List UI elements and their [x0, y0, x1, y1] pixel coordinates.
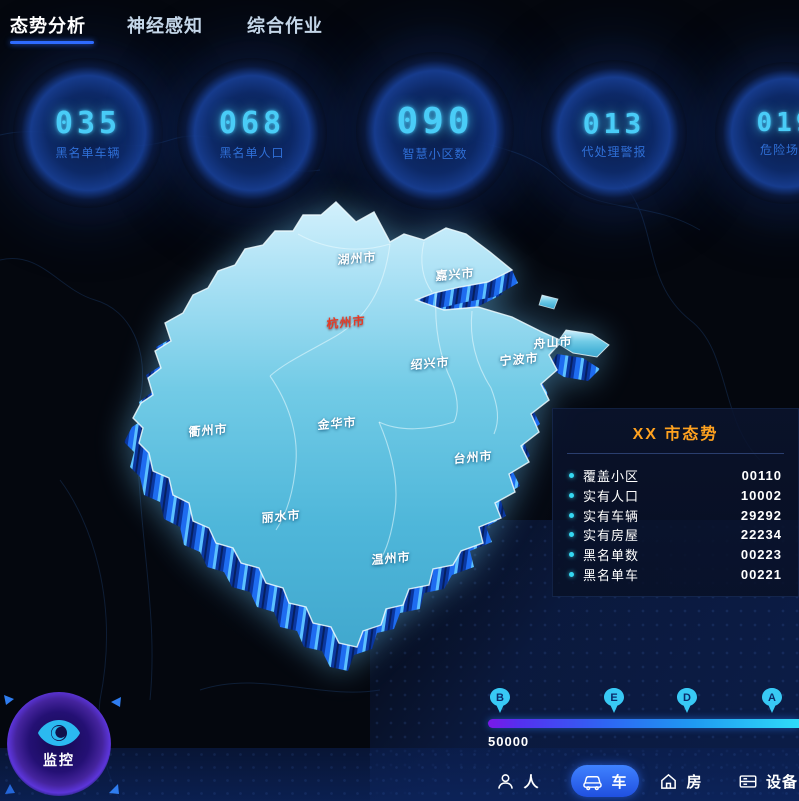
- triangle-decoration: [111, 697, 121, 707]
- panel-row: 实有车辆 29292: [553, 505, 798, 525]
- map-city-label: 湖州市: [337, 249, 377, 268]
- stat-blacklist-vehicles: 035 黑名单车辆: [13, 58, 163, 208]
- button-label: 房: [686, 773, 703, 791]
- button-label: 人: [523, 773, 540, 791]
- svg-text:E: E: [610, 692, 617, 704]
- map-island: [538, 294, 559, 310]
- map-bay-cliff: [416, 270, 518, 315]
- stat-value: 090: [396, 100, 474, 142]
- map-city-label: 衢州市: [188, 421, 228, 440]
- tab-situation-analysis[interactable]: 态势分析: [10, 16, 86, 36]
- stat-label: 黑名单人口: [219, 145, 285, 160]
- row-label: 黑名单数: [583, 548, 640, 564]
- map-city-label: 舟山市: [533, 333, 573, 352]
- map-city-label: 金华市: [317, 414, 357, 433]
- bullet-icon: [569, 571, 574, 577]
- map-city-label: 绍兴市: [410, 354, 450, 373]
- tab-comprehensive-operations[interactable]: 综合作业: [247, 16, 323, 36]
- stat-label: 黑名单车辆: [55, 145, 121, 160]
- panel-divider: [567, 453, 784, 454]
- panel-row: 实有房屋 22234: [553, 525, 798, 545]
- slider-pin-b[interactable]: B: [489, 687, 511, 715]
- row-value: 00223: [740, 547, 782, 563]
- monitor-label: 监控: [43, 752, 75, 768]
- filter-people-button[interactable]: 人: [486, 765, 550, 797]
- device-icon: [739, 774, 757, 788]
- stat-value: 013: [582, 106, 646, 140]
- panel-row: 黑名单车 00221: [553, 564, 798, 584]
- row-value: 10002: [740, 488, 782, 504]
- map-city-label: 温州市: [371, 549, 411, 568]
- panel-row: 实有人口 10002: [553, 486, 798, 506]
- stat-label: 代处理警报: [581, 144, 647, 159]
- row-label: 实有车辆: [583, 508, 640, 524]
- row-value: 00221: [740, 566, 782, 582]
- map-city-label: 丽水市: [261, 507, 301, 526]
- house-icon: [661, 773, 677, 789]
- bullet-icon: [569, 493, 574, 499]
- triangle-decoration: [4, 695, 14, 705]
- map-borders: [269, 233, 499, 563]
- map-island: [556, 329, 610, 358]
- range-slider[interactable]: [488, 719, 799, 728]
- tab-neural-perception[interactable]: 神经感知: [127, 16, 203, 36]
- stat-label: 危险场所: [759, 143, 799, 157]
- triangle-decoration: [109, 784, 119, 794]
- bullet-icon: [569, 532, 574, 538]
- filter-house-button[interactable]: 房: [650, 765, 712, 797]
- slider-value: 50000: [488, 734, 530, 749]
- car-icon: [583, 775, 603, 790]
- row-value: 29292: [740, 507, 782, 523]
- stat-pending-alarms: 013 代处理警报: [541, 60, 687, 206]
- svg-text:D: D: [683, 692, 691, 704]
- row-label: 实有人口: [583, 489, 640, 505]
- bullet-icon: [569, 552, 574, 558]
- stat-value: 068: [218, 105, 286, 141]
- stat-label: 智慧小区数: [402, 146, 468, 161]
- map-city-label: 嘉兴市: [435, 265, 475, 284]
- map-city-label: 宁波市: [499, 350, 539, 369]
- bottom-band: [0, 748, 799, 801]
- button-label: 设备: [765, 773, 798, 791]
- map-surface[interactable]: [132, 201, 564, 648]
- row-value: 00110: [741, 468, 782, 484]
- stat-smart-communities: 090 智慧小区数: [356, 52, 514, 210]
- stat-value: 035: [54, 105, 122, 141]
- svg-text:B: B: [496, 692, 504, 704]
- row-label: 覆盖小区: [583, 469, 640, 485]
- stat-value: 019: [756, 108, 799, 138]
- row-label: 实有房屋: [583, 528, 640, 544]
- button-label: 车: [611, 773, 628, 791]
- slider-pin-e[interactable]: E: [603, 687, 625, 715]
- monitor-button[interactable]: 监控: [7, 692, 111, 796]
- map-city-label: 台州市: [453, 448, 493, 467]
- bullet-icon: [569, 473, 574, 479]
- filter-vehicle-button[interactable]: 车: [571, 765, 639, 797]
- panel-row: 黑名单数 00223: [553, 545, 798, 565]
- stat-blacklist-people: 068 黑名单人口: [177, 58, 327, 208]
- panel-title: XX 市态势: [632, 426, 719, 443]
- slider-pin-d[interactable]: D: [676, 687, 698, 715]
- panel-row: 覆盖小区 00110: [553, 466, 798, 486]
- triangle-decoration: [5, 784, 15, 794]
- row-label: 黑名单车: [583, 567, 640, 583]
- filter-device-button[interactable]: 设备: [733, 765, 799, 797]
- city-situation-panel: XX 市态势 覆盖小区 00110 实有人口 10002 实有车辆 29292 …: [552, 408, 799, 597]
- map-city-label-highlighted: 杭州市: [326, 313, 366, 332]
- active-tab-underline: [10, 41, 94, 44]
- bullet-icon: [569, 512, 574, 518]
- slider-pin-a[interactable]: A: [761, 687, 783, 715]
- person-icon: [498, 773, 514, 789]
- svg-text:A: A: [768, 692, 776, 704]
- row-value: 22234: [740, 527, 782, 543]
- top-nav: 态势分析 神经感知 综合作业: [0, 12, 799, 46]
- eye-icon: [38, 720, 80, 746]
